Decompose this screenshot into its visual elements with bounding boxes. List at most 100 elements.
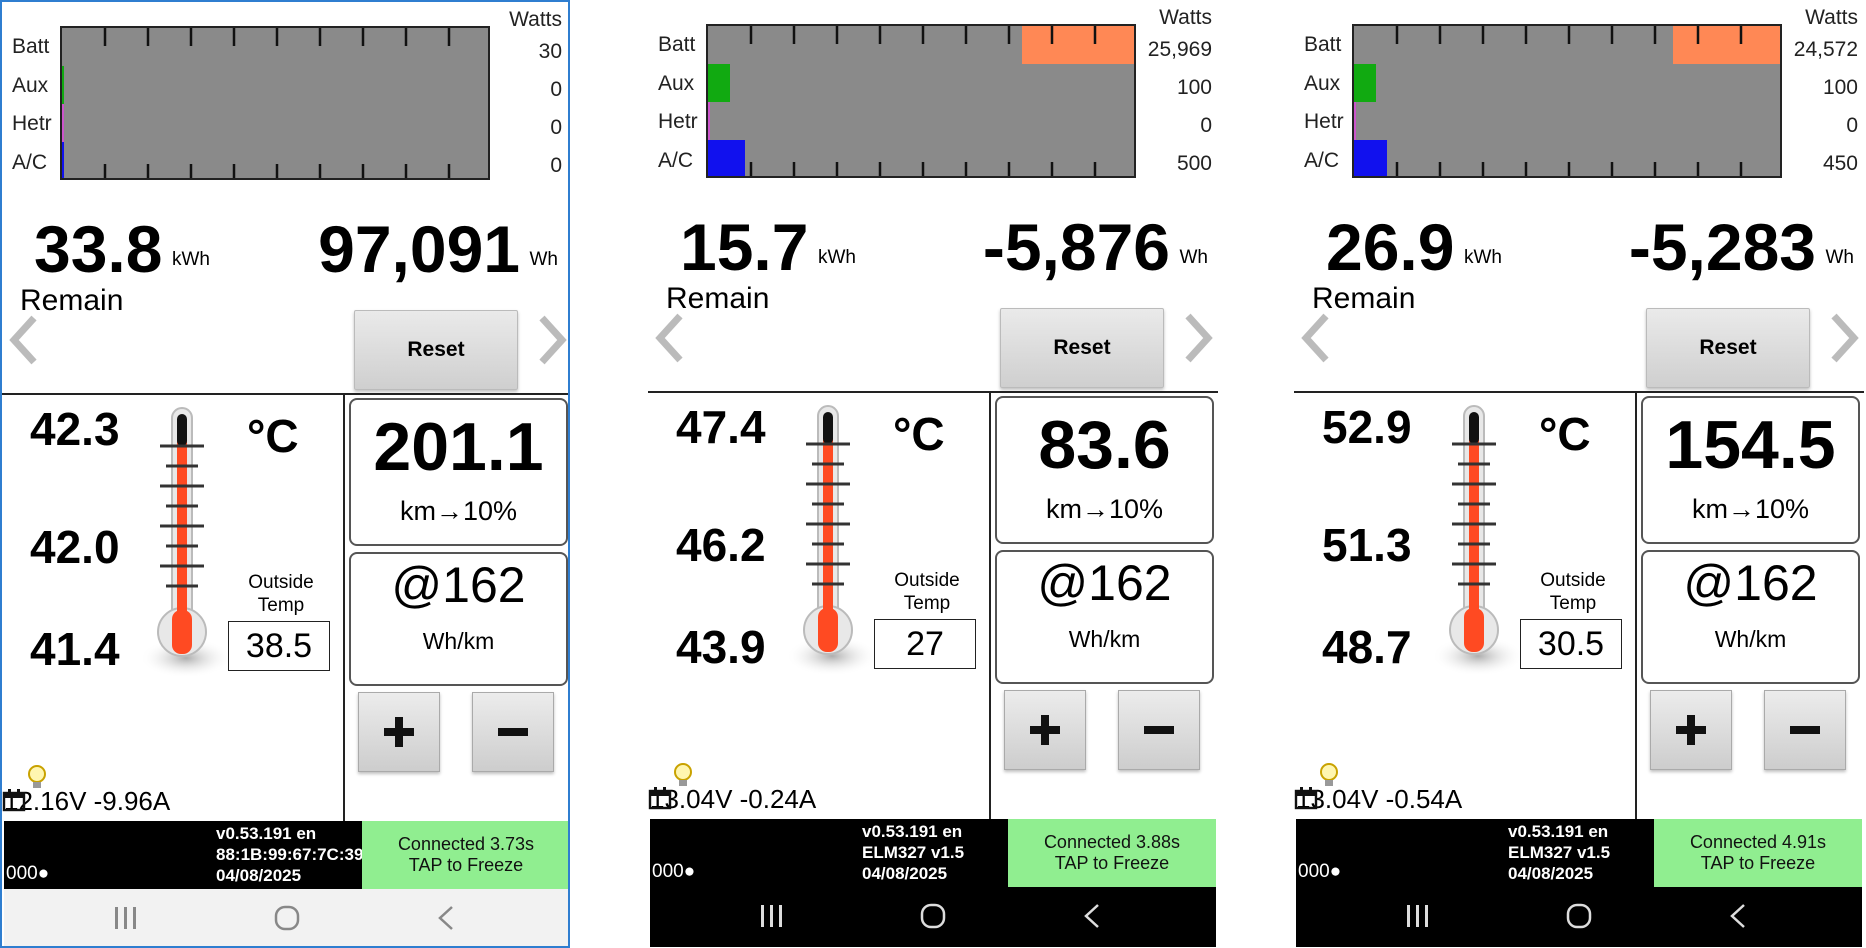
battery-temp-low: 43.9	[676, 621, 766, 673]
power-bar-graph	[1352, 24, 1782, 178]
chevron-right-icon[interactable]	[1824, 308, 1864, 368]
efficiency-box[interactable]: @162 Wh/km	[1641, 550, 1860, 684]
ac-watts: 450	[1822, 152, 1858, 175]
range-box: 201.1 km→10%	[349, 398, 568, 546]
connection-status-button[interactable]: Connected 4.91s TAP to Freeze	[1654, 819, 1862, 887]
plus-button[interactable]	[1650, 690, 1732, 770]
battery-temp-high: 42.3	[30, 403, 120, 455]
ac-label: A/C	[1304, 149, 1340, 172]
outside-temp-label: Outside Temp	[894, 570, 960, 614]
outside-temp-label: Outside Temp	[248, 572, 314, 616]
energy-dashboard-screen: Watts Batt Aux Hetr A/C 30 0 0 0 33.8 kW…	[2, 2, 568, 946]
temp-unit: °C	[893, 408, 945, 460]
status-bar: 000● v0.53.191 en ELM327 v1.5 04/08/2025…	[650, 819, 1216, 887]
back-icon[interactable]	[1726, 901, 1750, 931]
chevron-right-icon[interactable]	[532, 310, 570, 370]
range-label: km→10%	[399, 496, 518, 526]
batt-watts: 25,969	[1147, 38, 1212, 61]
status-dots: 000●	[652, 861, 696, 882]
wh-unit: Wh	[529, 249, 559, 270]
ac-label: A/C	[12, 151, 48, 174]
status-dots: 000●	[6, 863, 50, 884]
voltage-current: 13.04V -0.24A	[650, 784, 817, 814]
hetr-label: Hetr	[12, 112, 52, 135]
calendar-icon[interactable]	[2, 788, 26, 812]
minus-button[interactable]	[472, 692, 554, 772]
watts-header: Watts	[509, 8, 562, 31]
hetr-power-bar	[708, 102, 710, 140]
efficiency-label: Wh/km	[1714, 626, 1787, 652]
hetr-label: Hetr	[658, 110, 698, 133]
efficiency-box[interactable]: @162 Wh/km	[349, 552, 568, 686]
hetr-power-bar	[62, 104, 64, 142]
hetr-watts: 0	[1846, 114, 1858, 137]
connection-status-button[interactable]: Connected 3.73s TAP to Freeze	[362, 821, 568, 889]
chevron-left-icon[interactable]	[4, 310, 44, 370]
graph-ticks	[1395, 26, 1743, 176]
calendar-icon[interactable]	[1294, 786, 1318, 810]
power-bar-graph	[706, 24, 1136, 178]
efficiency-value: @162	[391, 557, 526, 613]
batt-watts: 30	[538, 40, 562, 63]
reset-button[interactable]: Reset	[1000, 308, 1164, 388]
thermometer-icon	[786, 405, 878, 676]
plus-button[interactable]	[1004, 690, 1086, 770]
batt-power-bar	[1672, 26, 1780, 64]
minus-button[interactable]	[1764, 690, 1846, 770]
battery-temp-high: 47.4	[676, 401, 766, 453]
lightbulb-icon[interactable]	[1318, 762, 1340, 790]
section-divider	[648, 391, 1218, 393]
lightbulb-icon[interactable]	[672, 762, 694, 790]
calendar-icon[interactable]	[648, 786, 672, 810]
lightbulb-icon[interactable]	[26, 764, 48, 792]
chevron-left-icon[interactable]	[1296, 308, 1336, 368]
energy-dashboard-screen: Watts Batt Aux Hetr A/C 24,572 100 0 450…	[1294, 0, 1864, 948]
chevron-left-icon[interactable]	[650, 308, 690, 368]
efficiency-label: Wh/km	[1068, 626, 1141, 652]
recent-apps-icon[interactable]	[112, 903, 140, 933]
phone-screen-2: Watts Batt Aux Hetr A/C 25,969 100 0 500…	[648, 0, 1218, 948]
wh-unit: Wh	[1179, 247, 1209, 268]
column-divider	[989, 391, 991, 819]
home-icon[interactable]	[918, 901, 948, 931]
power-bar-graph	[60, 26, 490, 180]
minus-button[interactable]	[1118, 690, 1200, 770]
version-info: v0.53.191 en ELM327 v1.5 04/08/2025	[1508, 822, 1611, 883]
batt-label: Batt	[1304, 33, 1342, 56]
android-nav-bar	[4, 889, 568, 946]
ac-power-bar	[1354, 140, 1388, 176]
plus-button[interactable]	[358, 692, 440, 772]
watts-header: Watts	[1159, 6, 1212, 29]
efficiency-value: @162	[1037, 555, 1172, 611]
range-label: km→10%	[1691, 494, 1810, 524]
aux-label: Aux	[658, 72, 695, 95]
reset-button[interactable]: Reset	[1646, 308, 1810, 388]
home-icon[interactable]	[272, 903, 302, 933]
range-value: 201.1	[373, 409, 544, 485]
column-divider	[1635, 391, 1637, 819]
section-divider	[1294, 391, 1864, 393]
energy-dashboard-screen: Watts Batt Aux Hetr A/C 25,969 100 0 500…	[648, 0, 1218, 948]
recent-apps-icon[interactable]	[1404, 901, 1432, 931]
ac-watts: 500	[1176, 152, 1212, 175]
back-icon[interactable]	[1080, 901, 1104, 931]
reset-button[interactable]: Reset	[354, 310, 518, 390]
range-box: 154.5 km→10%	[1641, 396, 1860, 544]
battery-temp-high: 52.9	[1322, 401, 1412, 453]
column-divider	[343, 393, 345, 821]
ac-power-bar	[62, 142, 64, 178]
home-icon[interactable]	[1564, 901, 1594, 931]
android-nav-bar	[650, 887, 1216, 947]
back-icon[interactable]	[434, 903, 458, 933]
recent-apps-icon[interactable]	[758, 901, 786, 931]
connection-status-button[interactable]: Connected 3.88s TAP to Freeze	[1008, 819, 1216, 887]
thermometer-icon	[1432, 405, 1524, 676]
chevron-right-icon[interactable]	[1178, 308, 1218, 368]
wh-unit: Wh	[1825, 247, 1855, 268]
efficiency-box[interactable]: @162 Wh/km	[995, 550, 1214, 684]
plus-icon	[384, 717, 414, 747]
kwh-unit: kWh	[818, 247, 856, 268]
graph-ticks	[749, 26, 1097, 176]
status-bar: 000● v0.53.191 en ELM327 v1.5 04/08/2025…	[1296, 819, 1862, 887]
battery-temp-mid: 42.0	[30, 521, 120, 573]
